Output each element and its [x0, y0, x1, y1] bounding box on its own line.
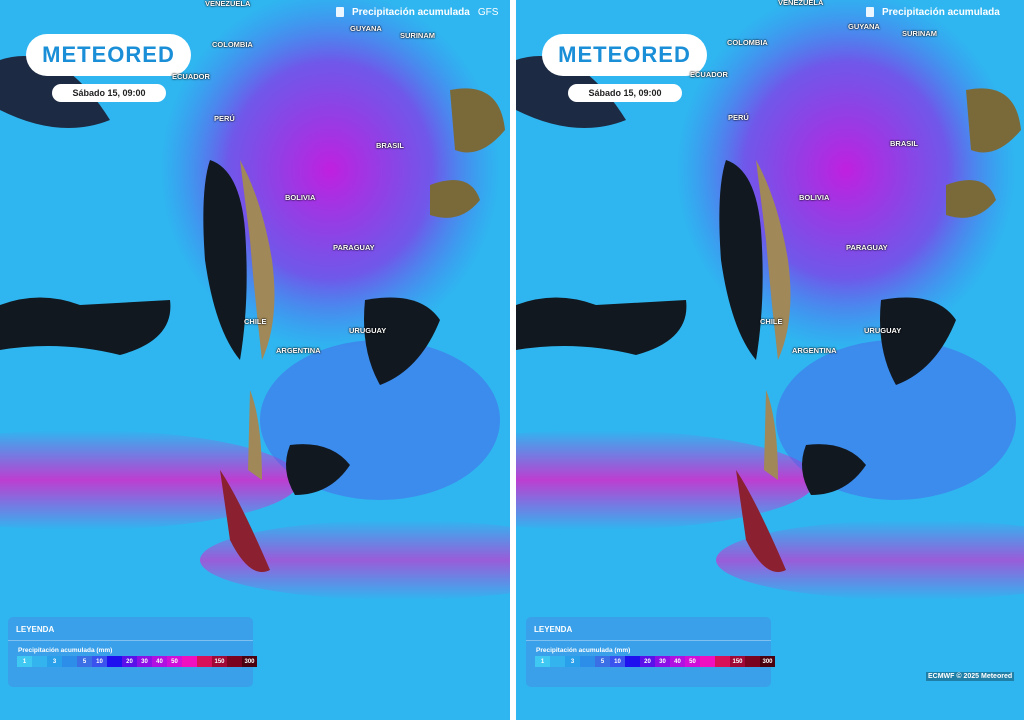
legend-step — [550, 656, 565, 667]
gfs-map-panel[interactable]: Precipitación acumulada GFS METEORED Sáb… — [0, 0, 510, 720]
legend-step — [182, 656, 197, 667]
country-label: CHILE — [760, 317, 783, 326]
legend-step: 5 — [77, 656, 92, 667]
date-pill[interactable]: Sábado 15, 09:00 — [568, 84, 682, 102]
document-icon — [866, 7, 874, 17]
legend-step — [227, 656, 242, 667]
document-icon — [336, 7, 344, 17]
legend-step — [62, 656, 77, 667]
country-label: URUGUAY — [864, 326, 902, 335]
legend-step: 10 — [610, 656, 625, 667]
legend-scale: 1 3 5 10 20 30 40 50 150 300 — [535, 656, 775, 667]
legend-step: 40 — [670, 656, 685, 667]
country-label: SURINAM — [400, 31, 435, 40]
country-label: ECUADOR — [690, 70, 728, 79]
country-label: COLOMBIA — [212, 40, 253, 49]
legend-step: 150 — [212, 656, 227, 667]
meteored-logo[interactable]: METEORED — [26, 34, 191, 76]
legend-scale: 1 3 5 10 20 30 40 50 150 300 — [17, 656, 257, 667]
legend-title: LEYENDA — [526, 617, 771, 641]
country-label: VENEZUELA — [778, 0, 824, 7]
legend-step: 10 — [92, 656, 107, 667]
legend: LEYENDA Precipitación acumulada (mm) 1 3 5… — [526, 617, 775, 687]
legend: LEYENDA Precipitación acumulada (mm) 1 3 5… — [8, 617, 257, 687]
country-label: URUGUAY — [349, 326, 387, 335]
date-pill[interactable]: Sábado 15, 09:00 — [52, 84, 166, 102]
legend-step: 50 — [685, 656, 700, 667]
legend-subtitle: Precipitación acumulada (mm) — [536, 647, 631, 654]
legend-step: 300 — [242, 656, 257, 667]
country-label: PERÚ — [214, 114, 235, 123]
legend-step — [32, 656, 47, 667]
precipitation-map — [0, 0, 510, 720]
credit: ECMWF © 2025 Meteored — [926, 672, 1015, 681]
country-label: COLOMBIA — [727, 38, 768, 47]
legend-step — [107, 656, 122, 667]
layer-title-bar: Precipitación acumulada — [866, 0, 1008, 24]
legend-title: LEYENDA — [8, 617, 253, 641]
legend-step: 150 — [730, 656, 745, 667]
country-label: CHILE — [244, 317, 267, 326]
legend-step — [700, 656, 715, 667]
legend-step: 300 — [760, 656, 775, 667]
legend-step: 5 — [595, 656, 610, 667]
country-label: PERÚ — [728, 113, 749, 122]
country-label: VENEZUELA — [205, 0, 251, 8]
country-label: PARAGUAY — [333, 243, 375, 252]
legend-step — [625, 656, 640, 667]
legend-step: 30 — [655, 656, 670, 667]
legend-step — [745, 656, 760, 667]
legend-step: 20 — [122, 656, 137, 667]
ecmwf-map-panel[interactable]: Precipitación acumulada METEORED Sábado … — [516, 0, 1024, 720]
country-label: PARAGUAY — [846, 243, 888, 252]
model-name: GFS — [477, 6, 499, 18]
country-label: GUYANA — [350, 24, 382, 33]
legend-step: 1 — [535, 656, 550, 667]
layer-title: Precipitación acumulada — [882, 6, 1000, 18]
meteored-logo[interactable]: METEORED — [542, 34, 707, 76]
country-label: ECUADOR — [172, 72, 210, 81]
legend-step: 30 — [137, 656, 152, 667]
legend-step: 50 — [167, 656, 182, 667]
country-label: ARGENTINA — [792, 346, 837, 355]
country-label: SURINAM — [902, 29, 937, 38]
legend-step — [580, 656, 595, 667]
country-label: BRASIL — [890, 139, 918, 148]
country-label: ARGENTINA — [276, 346, 321, 355]
country-label: BRASIL — [376, 141, 404, 150]
legend-step: 3 — [565, 656, 580, 667]
legend-step — [197, 656, 212, 667]
layer-title: Precipitación acumulada — [352, 6, 470, 18]
country-label: BOLIVIA — [799, 193, 830, 202]
precipitation-map — [516, 0, 1024, 720]
country-label: GUYANA — [848, 22, 880, 31]
layer-title-bar: Precipitación acumulada GFS — [336, 0, 498, 24]
legend-step: 1 — [17, 656, 32, 667]
country-label: BOLIVIA — [285, 193, 316, 202]
legend-step: 40 — [152, 656, 167, 667]
legend-step — [715, 656, 730, 667]
legend-step: 3 — [47, 656, 62, 667]
legend-step: 20 — [640, 656, 655, 667]
legend-subtitle: Precipitación acumulada (mm) — [18, 647, 113, 654]
